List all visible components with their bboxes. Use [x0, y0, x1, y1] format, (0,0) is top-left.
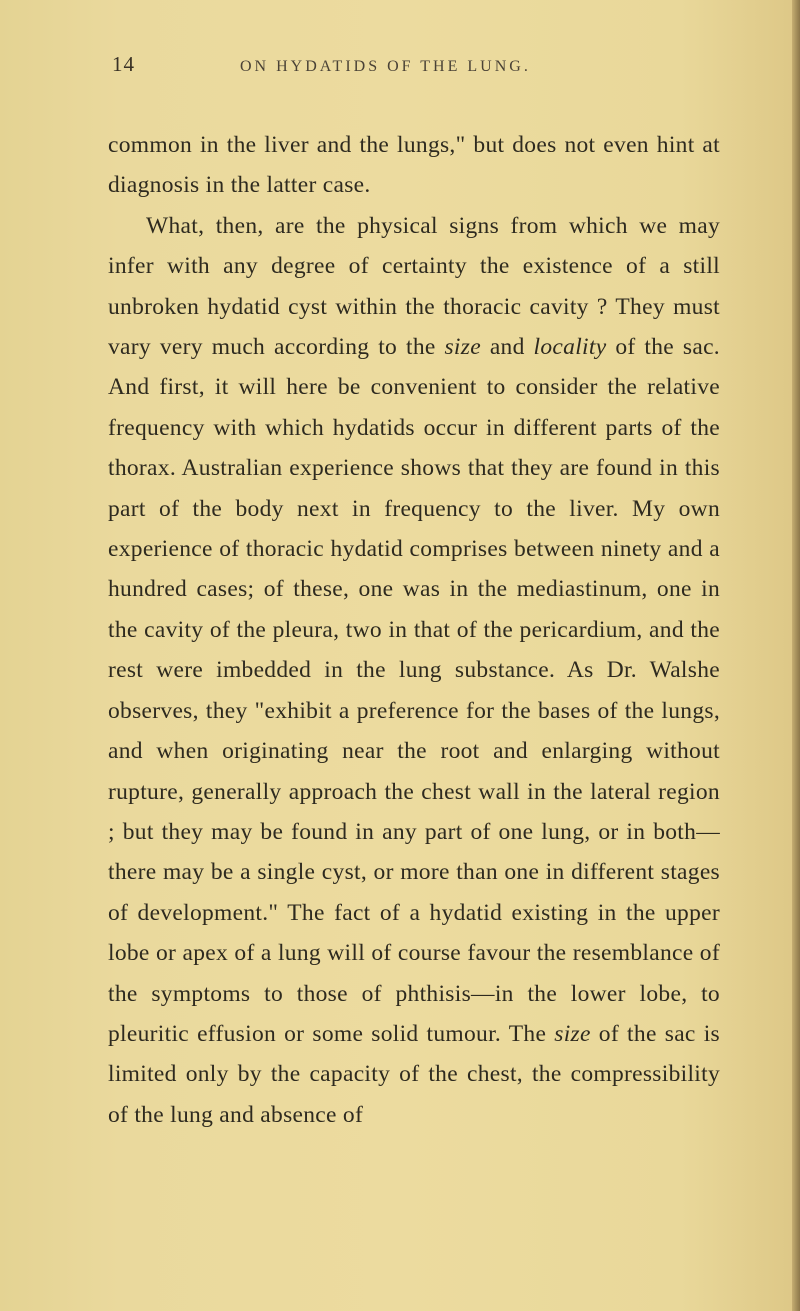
running-title: ON HYDATIDS OF THE LUNG. — [240, 58, 531, 76]
paragraph-2: What, then, are the physical signs from … — [108, 206, 720, 1135]
italic-size-1: size — [444, 334, 480, 360]
text-run: of the sac. And first, it will here be c… — [108, 334, 720, 1047]
page-container: 14 ON HYDATIDS OF THE LUNG. common in th… — [0, 0, 800, 1311]
italic-locality: locality — [534, 334, 607, 360]
page-number: 14 — [112, 52, 135, 77]
text-run: and — [481, 334, 534, 360]
body-text: common in the liver and the lungs," but … — [108, 125, 720, 1135]
italic-size-2: size — [554, 1021, 590, 1047]
text-run: common in the liver and the lungs," but … — [108, 132, 720, 198]
page-header: 14 ON HYDATIDS OF THE LUNG. — [108, 52, 720, 77]
paragraph-1: common in the liver and the lungs," but … — [108, 125, 720, 206]
